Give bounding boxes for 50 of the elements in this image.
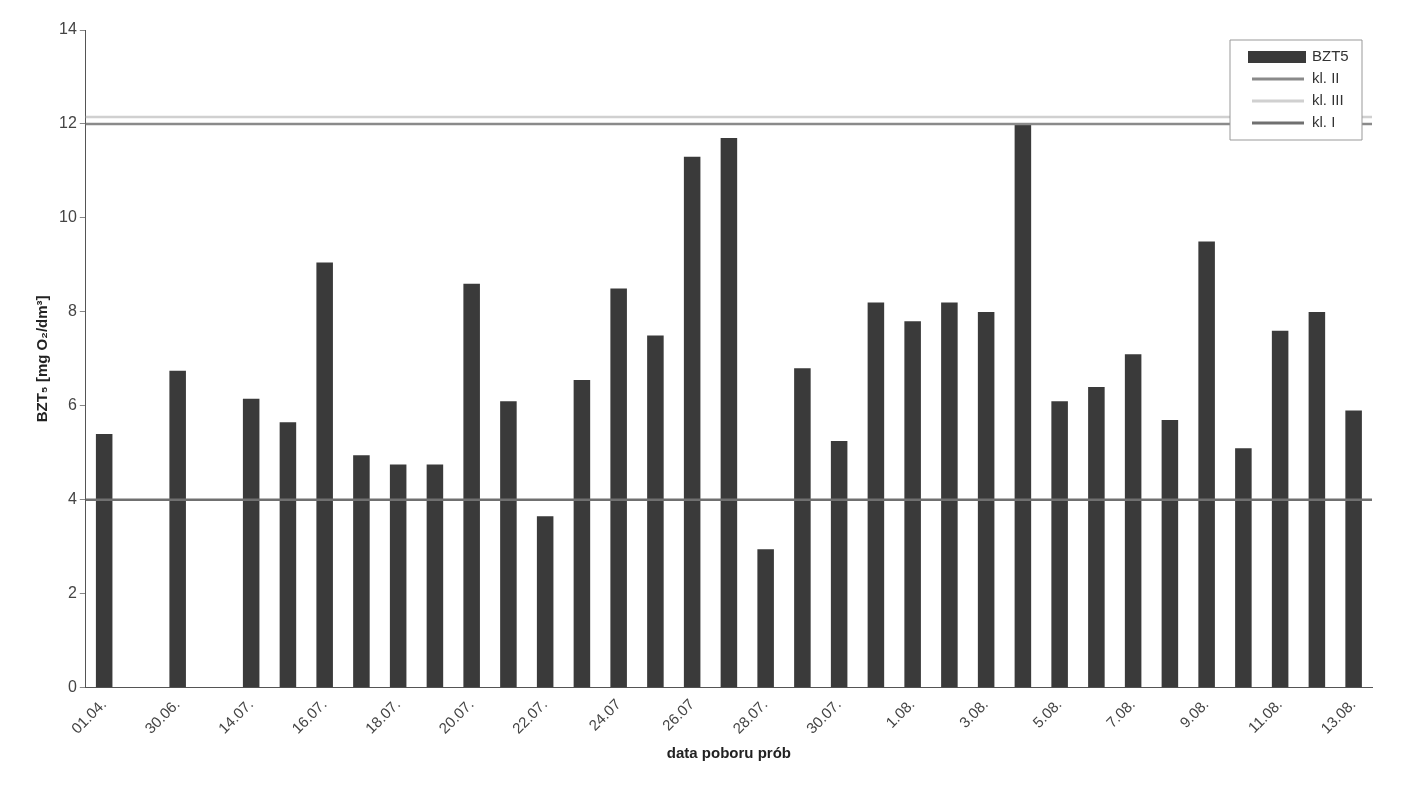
bar <box>647 335 664 688</box>
bar <box>463 283 480 688</box>
y-tick-label: 0 <box>67 678 77 696</box>
legend-label: kl. II <box>1312 69 1340 87</box>
y-axis-title: BZT₅ [mg O₂/dm³] <box>33 295 51 423</box>
bar <box>1198 241 1215 688</box>
y-tick-label: 8 <box>67 302 77 320</box>
bar <box>573 380 591 688</box>
bar <box>279 422 297 688</box>
bar <box>941 302 958 688</box>
bar <box>1161 419 1179 688</box>
bar <box>1124 354 1142 688</box>
bar <box>1014 123 1032 688</box>
bar <box>904 321 921 688</box>
bar <box>757 549 774 688</box>
bar <box>500 401 517 688</box>
x-tick-label: 9.08. <box>1176 695 1212 731</box>
y-tick-label: 14 <box>59 20 77 38</box>
y-tick-label: 4 <box>67 490 77 508</box>
bar <box>610 288 627 688</box>
bar <box>1235 448 1252 688</box>
bar <box>1088 387 1105 688</box>
bar <box>536 516 554 688</box>
y-tick-label: 2 <box>67 584 77 602</box>
bar <box>169 370 186 688</box>
y-tick-label: 12 <box>59 114 77 132</box>
bar <box>867 302 885 688</box>
bar <box>1345 410 1362 688</box>
bar <box>830 441 848 688</box>
bar <box>683 156 701 688</box>
bar <box>720 138 738 688</box>
x-tick-label: 7.08. <box>1102 695 1139 731</box>
bar <box>794 368 811 688</box>
bar <box>977 311 995 688</box>
bar <box>389 464 407 688</box>
x-axis-title: data poboru prób <box>666 744 791 762</box>
y-tick-label: 6 <box>67 396 77 414</box>
bar <box>242 398 260 688</box>
bar <box>1051 401 1068 688</box>
legend-label: BZT5 <box>1312 47 1349 65</box>
legend-label: kl. I <box>1312 113 1336 131</box>
bar <box>426 464 444 688</box>
bar <box>95 434 113 688</box>
bar <box>1308 311 1326 688</box>
bar <box>316 262 333 688</box>
legend-label: kl. III <box>1312 91 1344 109</box>
x-tick-label: 3.08. <box>955 695 992 731</box>
y-tick-label: 10 <box>59 208 77 226</box>
bar <box>1271 330 1289 688</box>
bar <box>353 455 370 688</box>
